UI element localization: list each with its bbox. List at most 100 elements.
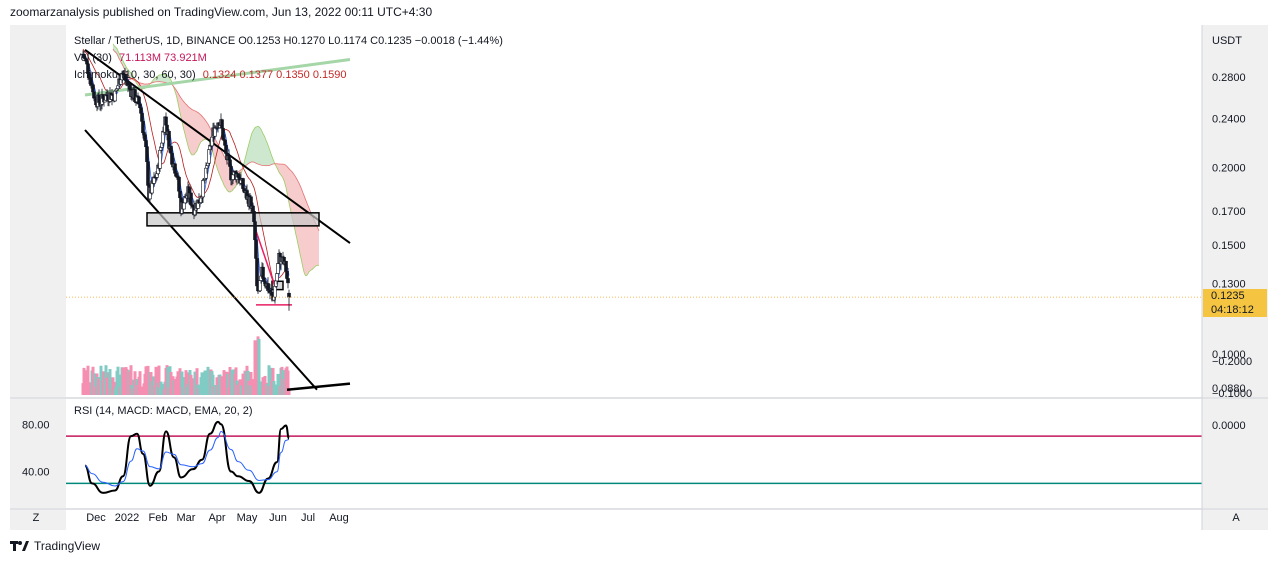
footer-brand[interactable]: TradingView (10, 539, 100, 553)
price-axis-quote: USDT (1212, 35, 1242, 47)
ichimoku-cloud-segment (195, 110, 196, 154)
legend-rsi: RSI (14, MACD: MACD, EMA, 20, 2) (74, 405, 252, 418)
time-tick-label: Feb (149, 512, 168, 524)
ichimoku-cloud-segment (317, 226, 318, 266)
ichimoku-cloud-segment (168, 76, 169, 84)
candle-body (255, 258, 259, 287)
ichimoku-cloud-segment (265, 137, 266, 166)
ichimoku-cloud-segment (227, 161, 228, 192)
ichimoku-cloud-segment (296, 177, 297, 240)
candle-body (253, 221, 257, 241)
ichimoku-cloud-segment (178, 92, 179, 109)
ichimoku-cloud-segment (269, 147, 270, 166)
time-tick-label: 2022 (115, 512, 139, 524)
ichimoku-cloud-segment (208, 124, 209, 142)
ichimoku-cloud-segment (279, 164, 280, 174)
time-tick-label: Mar (177, 512, 196, 524)
last-price: 0.1235 (1211, 290, 1245, 302)
rsi-tick-label: 80.00 (22, 419, 50, 431)
ichimoku-cloud-segment (225, 157, 226, 189)
ichimoku-cloud-segment (268, 145, 269, 166)
ichimoku-cloud-segment (159, 74, 160, 82)
ichimoku-cloud-segment (169, 77, 170, 84)
tradingview-logo-icon (10, 541, 29, 551)
rsi-tick-label: 40.00 (22, 467, 50, 479)
ichimoku-cloud-segment (250, 136, 251, 163)
ichimoku-cloud-segment (222, 151, 223, 183)
chart-canvas[interactable]: USDT 0.2800 0.2400 0.2000 0.1700 0.1500 0.1300… (10, 25, 1268, 530)
support-zone[interactable] (146, 212, 320, 227)
support-line[interactable] (286, 382, 351, 391)
ichimoku-cloud-segment (206, 121, 207, 140)
candle-body (275, 273, 279, 282)
ichimoku-cloud-segment (258, 126, 259, 165)
ichimoku-cloud-segment (193, 110, 194, 155)
ichimoku-cloud-segment (282, 164, 283, 179)
ichimoku-cloud-segment (263, 133, 264, 166)
volume-bar (93, 373, 97, 395)
volume-bar (178, 368, 182, 395)
ichimoku-cloud-segment (262, 131, 263, 166)
ichimoku-cloud-segment (128, 69, 129, 76)
macd-tick-label: −0.1000 (1212, 388, 1252, 400)
volume-bar (129, 365, 133, 395)
ichimoku-cloud-segment (155, 77, 156, 82)
ichimoku-cloud-segment (245, 155, 246, 167)
ichimoku-cloud-segment (288, 167, 289, 203)
price-tick-label: 0.1700 (1212, 206, 1246, 218)
volume-bar (249, 371, 253, 395)
volume-bar (195, 368, 199, 395)
ichimoku-cloud-segment (184, 101, 185, 135)
legend-ichimoku-label: Ichimoku (10, 30, 60, 30) (74, 69, 196, 81)
footer-brand-label: TradingView (34, 539, 101, 553)
candle-body (137, 96, 141, 105)
time-tick-label: Jul (301, 512, 315, 524)
ichimoku-cloud-segment (314, 219, 315, 268)
ichimoku-cloud-segment (292, 171, 293, 222)
ichimoku-cloud-segment (316, 224, 317, 266)
ichimoku-cloud-segment (281, 164, 282, 177)
volume-bar (91, 366, 95, 395)
ichimoku-cloud-segment (190, 108, 191, 154)
volume-bar (228, 366, 232, 395)
ichimoku-cloud-segment (189, 107, 190, 152)
candle-body (286, 278, 290, 284)
ichimoku-cloud-segment (191, 108, 192, 155)
ichimoku-cloud-segment (224, 155, 225, 188)
price-tick-label: 0.2800 (1212, 72, 1246, 84)
channel-lower-line[interactable] (84, 129, 318, 391)
time-tick-label: Aug (329, 512, 349, 524)
ichimoku-cloud-segment (182, 99, 183, 126)
rsi-signal-line (84, 431, 290, 487)
ichimoku-cloud-segment (219, 146, 220, 176)
legend-symbol-line: Stellar / TetherUS, 1D, BINANCE O0.1253 … (74, 35, 503, 48)
price-tick-label: 0.2000 (1212, 163, 1246, 175)
ichimoku-cloud-segment (163, 74, 164, 83)
wedge-top-line[interactable] (255, 230, 277, 290)
ichimoku-cloud-segment (204, 118, 205, 140)
volume-bar (241, 373, 245, 395)
axis-a-label: A (1232, 512, 1240, 524)
ichimoku-cloud-segment (194, 110, 195, 155)
ichimoku-cloud-segment (259, 126, 260, 165)
legend-ohlc: Stellar / TetherUS, 1D, BINANCE O0.1253 … (74, 35, 503, 47)
ichimoku-cloud-segment (181, 97, 182, 122)
ichimoku-cloud-segment (199, 113, 200, 146)
ichimoku-cloud-segment (201, 115, 202, 142)
volume-bar (272, 381, 276, 395)
ichimoku-cloud-segment (248, 143, 249, 164)
rsi-line (84, 420, 290, 494)
ichimoku-cloud-segment (290, 169, 291, 213)
volume-bar (193, 371, 197, 395)
legend-volume: Vol (30) 71.113M 73.921M (74, 52, 207, 65)
volume-bar (108, 369, 112, 395)
ichimoku-cloud-segment (297, 179, 298, 245)
volume-bar (220, 376, 224, 395)
ichimoku-cloud-segment (207, 122, 208, 141)
volume-bar (83, 370, 87, 395)
ichimoku-cloud-segment (304, 195, 305, 275)
ichimoku-cloud-segment (285, 164, 286, 188)
ichimoku-cloud-segment (203, 117, 204, 141)
ichimoku-cloud-segment (283, 164, 284, 181)
ichimoku-cloud-segment (287, 166, 288, 198)
